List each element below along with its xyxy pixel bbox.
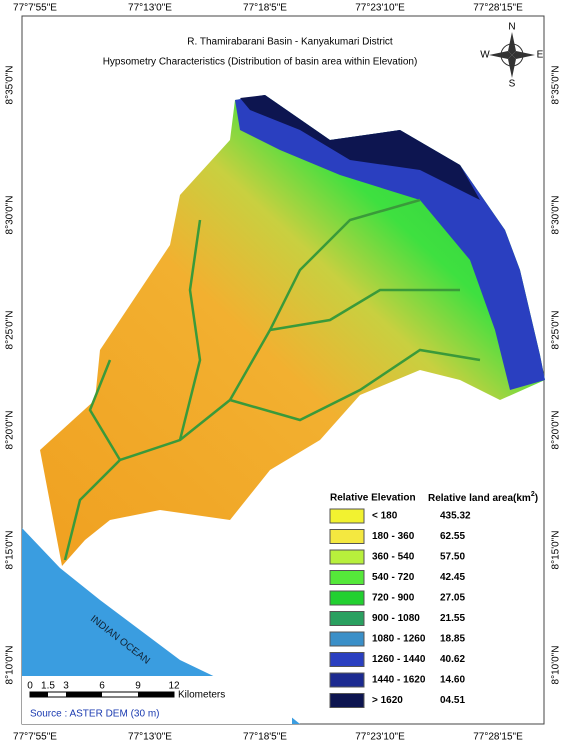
lon-label: 77°13'0"E bbox=[128, 732, 172, 743]
legend-swatch bbox=[329, 570, 365, 585]
legend-swatch bbox=[329, 631, 365, 647]
lat-label: 8°20'0"N bbox=[551, 411, 562, 450]
scale-unit: Kilometers bbox=[178, 690, 225, 701]
lon-label: 77°23'10"E bbox=[355, 732, 405, 743]
lat-label: 8°25'0"N bbox=[551, 311, 562, 350]
legend-area: 14.60 bbox=[440, 675, 465, 686]
legend-range: > 1620 bbox=[372, 695, 403, 706]
lat-label: 8°15'0"N bbox=[551, 531, 562, 570]
legend-range: 180 - 360 bbox=[372, 531, 415, 542]
legend-swatch bbox=[329, 590, 365, 606]
legend-area: 57.50 bbox=[440, 552, 465, 563]
basin bbox=[40, 95, 545, 566]
legend-area: 27.05 bbox=[440, 593, 465, 604]
lon-label: 77°7'55"E bbox=[13, 3, 57, 14]
map-subtitle: Hypsometry Characteristics (Distribution… bbox=[103, 57, 418, 68]
compass-ring bbox=[500, 43, 524, 67]
legend-area: 18.85 bbox=[440, 634, 465, 645]
lon-label: 77°23'10"E bbox=[355, 3, 405, 14]
scale-tick-label: 3 bbox=[63, 681, 69, 692]
legend-swatch bbox=[329, 611, 365, 626]
lon-label: 77°28'15"E bbox=[473, 3, 523, 14]
scale-tick-label: 1.5 bbox=[41, 681, 55, 692]
scale-tick-label: 9 bbox=[135, 681, 141, 692]
peak bbox=[240, 95, 480, 200]
legend-swatch bbox=[329, 672, 365, 688]
river bbox=[88, 359, 122, 461]
legend-area: 62.55 bbox=[440, 531, 465, 542]
lat-label: 8°10'0"N bbox=[551, 646, 562, 685]
compass-w: W bbox=[480, 50, 490, 61]
compass-e: E bbox=[537, 50, 544, 61]
legend-area: 21.55 bbox=[440, 613, 465, 624]
river bbox=[269, 288, 460, 332]
lon-label: 77°28'15"E bbox=[473, 732, 523, 743]
legend-range: 720 - 900 bbox=[372, 593, 415, 604]
scale-bar-segment bbox=[138, 692, 174, 697]
legend-swatch bbox=[329, 652, 365, 667]
compass-s: S bbox=[509, 79, 516, 90]
rivers bbox=[63, 198, 481, 561]
river bbox=[229, 348, 481, 422]
scale-box bbox=[22, 676, 292, 724]
lon-label: 77°13'0"E bbox=[128, 3, 172, 14]
lat-label: 8°15'0"N bbox=[5, 531, 16, 570]
legend-range: 1440 - 1620 bbox=[372, 675, 426, 686]
legend-header-end: ) bbox=[535, 493, 538, 504]
legend-header: Relative land area(km2) bbox=[428, 491, 538, 504]
legend-range: 900 - 1080 bbox=[372, 613, 420, 624]
lon-label: 77°18'5"E bbox=[243, 3, 287, 14]
legend-area: 04.51 bbox=[440, 695, 465, 706]
lat-label: 8°25'0"N bbox=[5, 311, 16, 350]
legend-range: 1080 - 1260 bbox=[372, 634, 426, 645]
ocean bbox=[22, 528, 300, 724]
lat-label: 8°35'0"N bbox=[5, 66, 16, 105]
compass-n: N bbox=[508, 22, 515, 33]
legend-header-sup: 2 bbox=[531, 491, 535, 498]
legend-header-text: Relative land area(km bbox=[428, 493, 531, 504]
legend-range: 540 - 720 bbox=[372, 572, 415, 583]
legend-header: Relative Elevation bbox=[330, 493, 416, 504]
lon-label: 77°18'5"E bbox=[243, 732, 287, 743]
scale-tick-label: 12 bbox=[168, 681, 180, 692]
lat-label: 8°30'0"N bbox=[551, 196, 562, 235]
legend-range: 1260 - 1440 bbox=[372, 654, 426, 665]
scale-bar-segment bbox=[66, 692, 102, 697]
river bbox=[178, 219, 202, 441]
legend-area: 435.32 bbox=[440, 511, 471, 522]
legend-swatch bbox=[329, 529, 365, 544]
legend-swatch bbox=[329, 508, 365, 524]
legend-swatch bbox=[329, 549, 365, 565]
lat-label: 8°30'0"N bbox=[5, 196, 16, 235]
legend-range: 360 - 540 bbox=[372, 552, 415, 563]
map-title: R. Thamirabarani Basin - Kanyakumari Dis… bbox=[187, 37, 393, 48]
legend-area: 42.45 bbox=[440, 572, 465, 583]
scale-tick-label: 0 bbox=[27, 681, 33, 692]
scale-tick-label: 6 bbox=[99, 681, 105, 692]
legend-area: 40.62 bbox=[440, 654, 465, 665]
compass: N S E W bbox=[480, 22, 543, 90]
lat-label: 8°35'0"N bbox=[551, 66, 562, 105]
lat-label: 8°10'0"N bbox=[5, 646, 16, 685]
lon-label: 77°7'55"E bbox=[13, 732, 57, 743]
scale-bar-segment bbox=[30, 692, 48, 697]
legend-range: < 180 bbox=[372, 511, 398, 522]
lat-label: 8°20'0"N bbox=[5, 411, 16, 450]
legend-swatch bbox=[329, 693, 365, 708]
source-note: Source : ASTER DEM (30 m) bbox=[30, 709, 159, 720]
